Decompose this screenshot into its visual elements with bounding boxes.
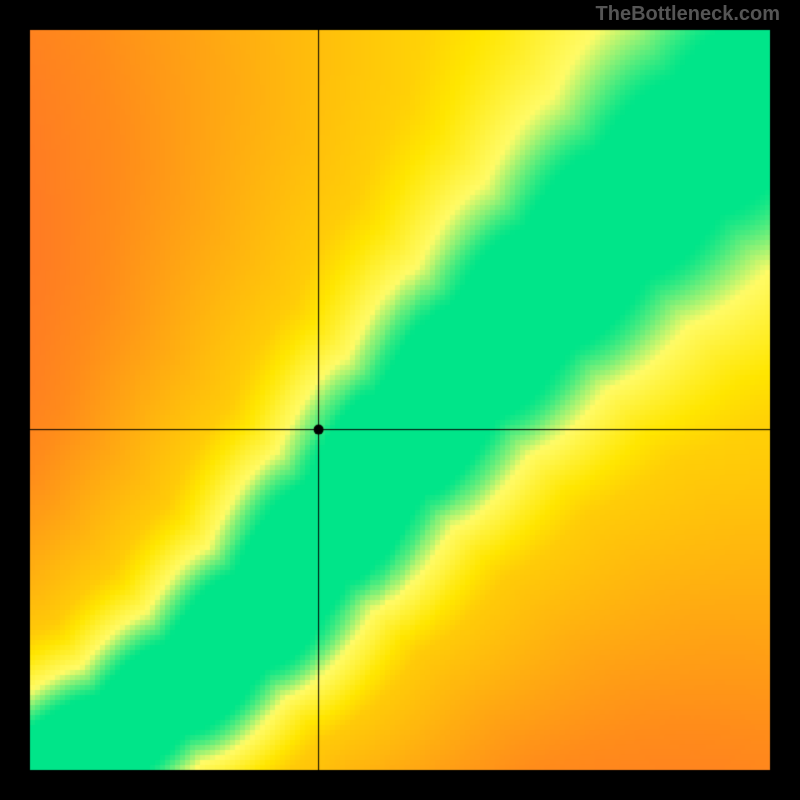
watermark-text: TheBottleneck.com	[596, 3, 780, 26]
bottleneck-heatmap	[0, 0, 800, 800]
chart-container: TheBottleneck.com	[0, 0, 800, 800]
